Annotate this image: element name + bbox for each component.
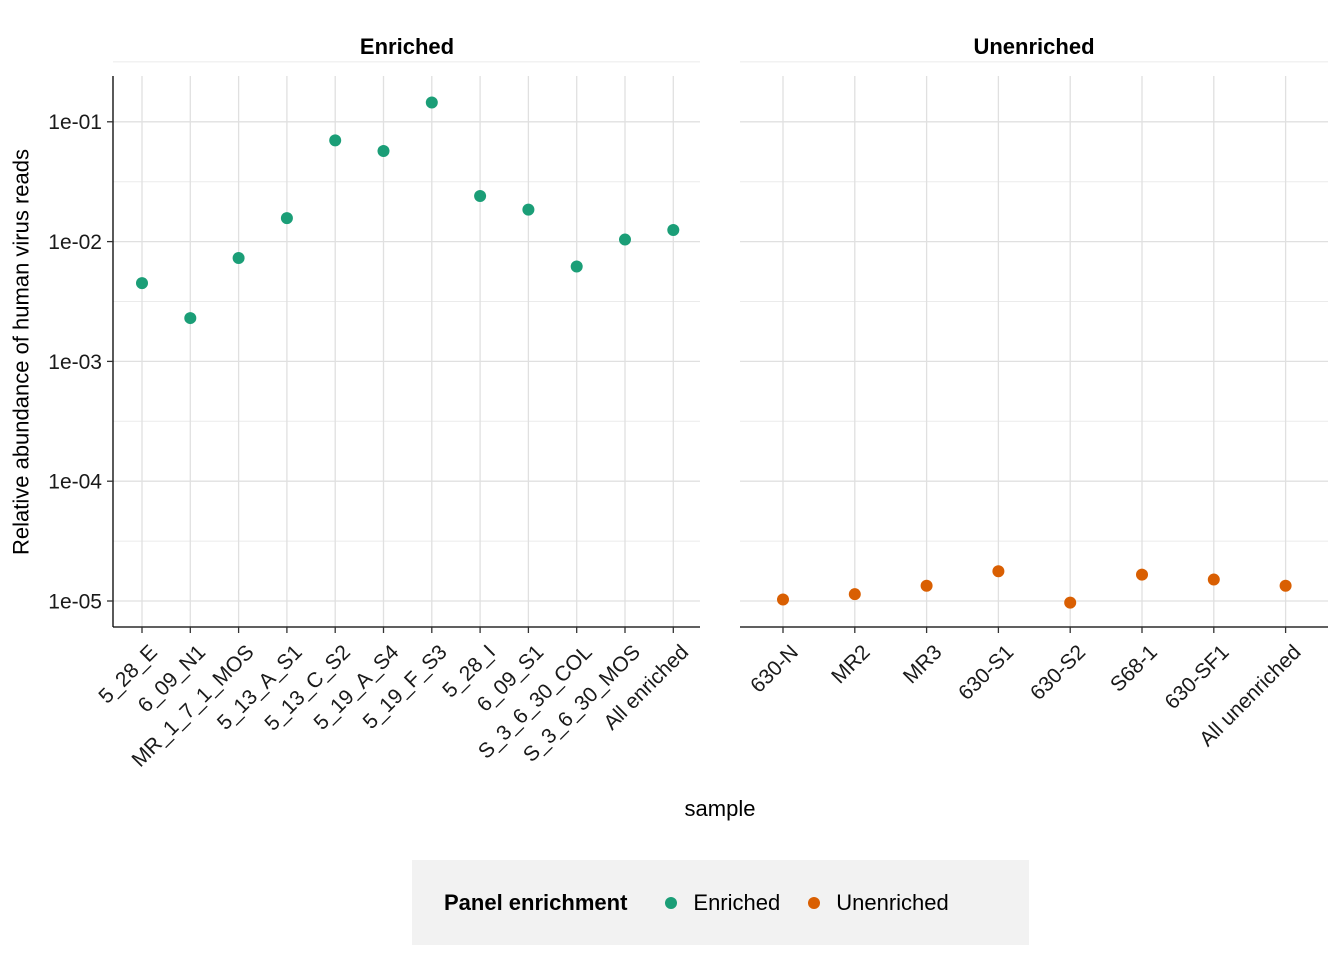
- facet-title-enriched: Enriched: [360, 34, 454, 59]
- data-point: [848, 588, 861, 601]
- legend-label-enriched: Enriched: [693, 889, 781, 915]
- data-point: [522, 203, 535, 216]
- legend-key-unenriched: Unenriched: [808, 890, 949, 916]
- y-tick-label: 1e-03: [48, 351, 102, 374]
- data-point: [619, 233, 631, 246]
- data-point: [136, 277, 148, 290]
- data-point: [184, 312, 197, 325]
- data-point: [1064, 596, 1077, 609]
- y-tick-label: 1e-05: [48, 590, 102, 613]
- data-point: [377, 145, 390, 158]
- data-point: [474, 190, 487, 203]
- facet-title-unenriched: Unenriched: [973, 34, 1094, 59]
- x-tick-label: 630-N: [746, 641, 803, 698]
- data-point: [1279, 579, 1292, 592]
- data-point: [1207, 573, 1220, 586]
- legend-dot-unenriched: [808, 896, 821, 909]
- data-point: [329, 134, 342, 147]
- data-point: [992, 565, 1005, 578]
- y-tick-label: 1e-04: [48, 471, 102, 494]
- data-point: [777, 593, 789, 606]
- legend-key-enriched: Enriched: [665, 890, 780, 916]
- x-tick-label: 630-SF1: [1161, 641, 1234, 714]
- y-tick-label: 1e-02: [48, 231, 102, 254]
- legend: Panel enrichment Enriched Unenriched: [412, 860, 1029, 945]
- x-tick-label: 630-S2: [1026, 641, 1090, 705]
- x-tick-label: MR3: [899, 641, 947, 689]
- x-tick-label: MR2: [827, 641, 875, 689]
- data-point: [1136, 568, 1148, 581]
- chart-canvas: Relative abundance of human virus reads …: [9, 34, 1328, 821]
- legend-title: Panel enrichment: [444, 889, 628, 915]
- y-tick-label: 1e-01: [48, 111, 102, 134]
- data-point: [920, 579, 933, 592]
- x-tick-label: S68-1: [1106, 641, 1162, 697]
- data-point: [280, 212, 293, 225]
- data-point: [232, 251, 245, 264]
- x-axis-title: sample: [685, 796, 756, 821]
- x-tick-label: 630-S1: [954, 641, 1018, 705]
- facet-panel-unenriched: Unenriched 630-N MR2 MR3 630-S1 630-S2 S68-163…: [740, 34, 1328, 751]
- data-point: [570, 260, 583, 273]
- facet-panel-enriched: Enriched1e-051e-041e-031e-021e-015_28_E6…: [48, 34, 700, 772]
- legend-dot-enriched: [665, 896, 678, 909]
- data-point: [425, 96, 438, 109]
- legend-label-unenriched: Unenriched: [836, 889, 949, 915]
- data-point: [667, 223, 680, 236]
- y-axis-title: Relative abundance of human virus reads: [9, 149, 34, 555]
